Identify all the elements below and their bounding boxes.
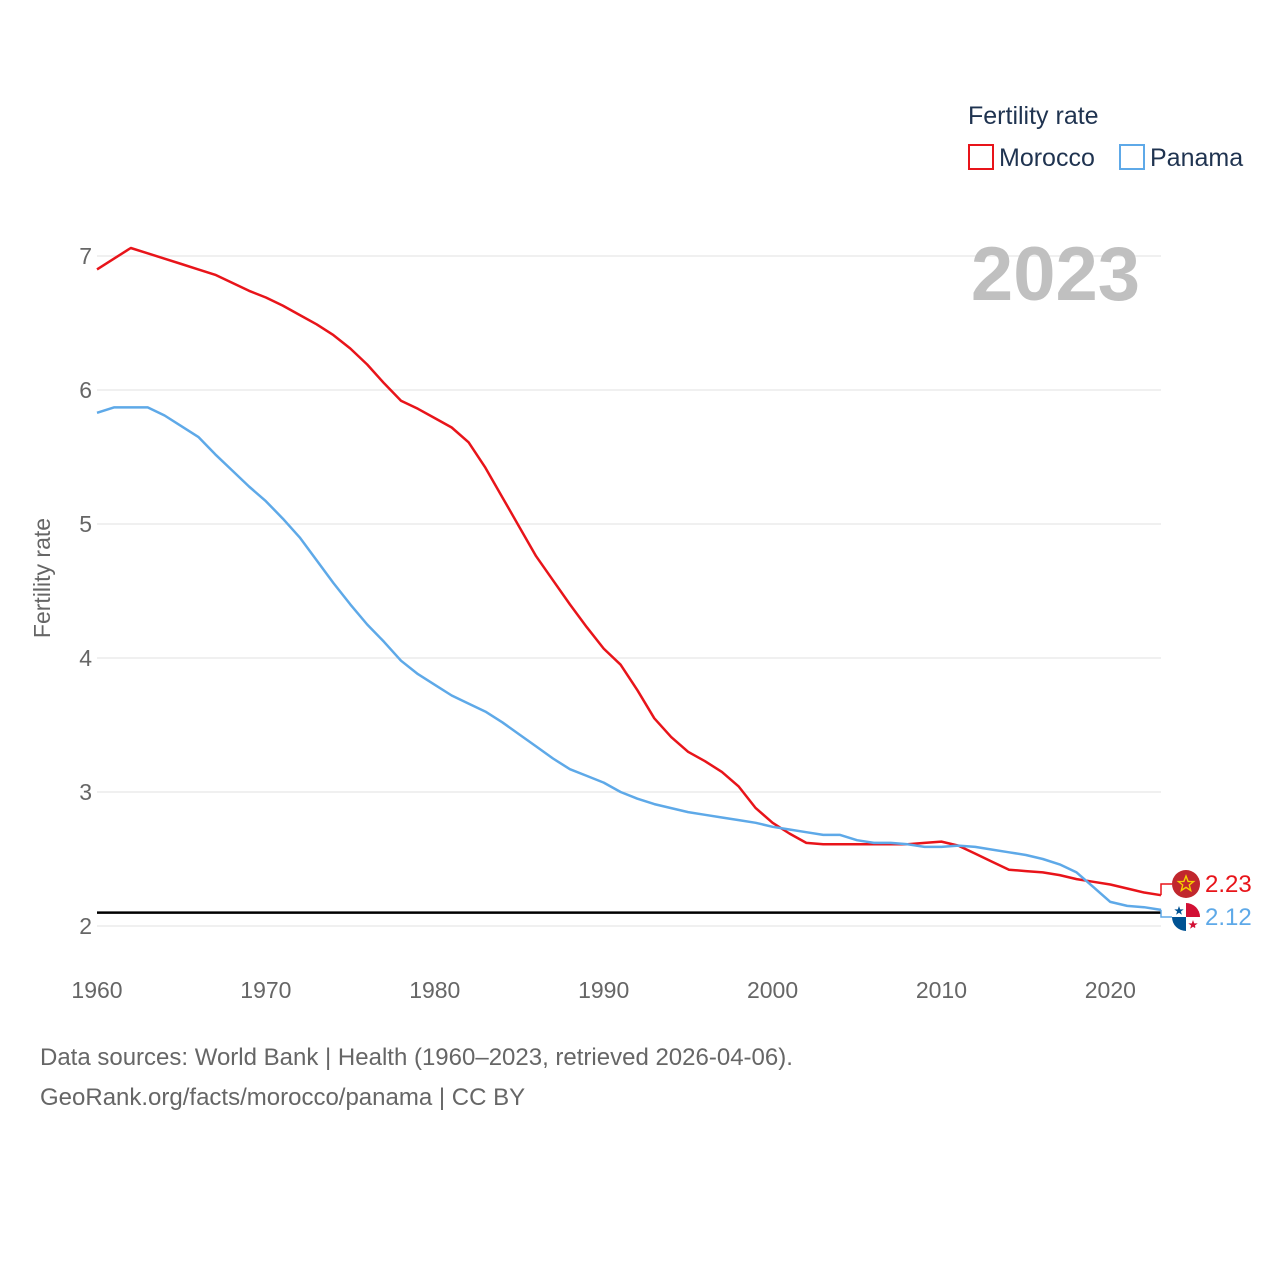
panama-flag-icon: [1172, 903, 1200, 931]
legend-swatch-morocco[interactable]: [968, 144, 994, 170]
fertility-chart: 2 3 4 5 6 7 1960 1970 1980 1990 2000 2010 2020 Fert…: [29, 102, 1252, 1003]
y-tick-6: 6: [79, 377, 92, 403]
x-tick-1980: 1980: [409, 977, 460, 1003]
end-label-morocco: 2.23: [1205, 871, 1252, 898]
series-line-morocco[interactable]: [96, 246, 1162, 897]
x-axis-ticks: 1960 1970 1980 1990 2000 2010 2020: [71, 977, 1136, 1003]
grid-lines: [97, 255, 1161, 927]
y-axis-title: Fertility rate: [29, 518, 55, 638]
y-tick-4: 4: [79, 645, 92, 671]
legend: Fertility rate Morocco Panama: [968, 102, 1243, 172]
footer-attribution[interactable]: GeoRank.org/facts/morocco/panama | CC BY: [40, 1084, 526, 1111]
legend-title: Fertility rate: [968, 102, 1099, 130]
end-markers: 2.23 2.12: [1160, 870, 1252, 931]
series-lines: [96, 246, 1162, 912]
legend-label-panama[interactable]: Panama: [1150, 144, 1243, 172]
y-tick-7: 7: [79, 243, 92, 269]
year-label: 2023: [971, 232, 1140, 317]
series-line-panama[interactable]: [96, 406, 1162, 912]
footer-sources: Data sources: World Bank | Health (1960–…: [40, 1044, 793, 1071]
x-tick-1960: 1960: [71, 977, 122, 1003]
y-tick-2: 2: [79, 913, 92, 939]
end-label-panama: 2.12: [1205, 904, 1252, 931]
y-axis-ticks: 2 3 4 5 6 7: [79, 243, 92, 939]
legend-swatch-panama[interactable]: [1119, 144, 1145, 170]
y-tick-5: 5: [79, 511, 92, 537]
x-tick-2020: 2020: [1085, 977, 1136, 1003]
morocco-flag-icon: [1172, 870, 1200, 898]
x-tick-1990: 1990: [578, 977, 629, 1003]
y-tick-3: 3: [79, 779, 92, 805]
leader-line-morocco: [1160, 883, 1172, 896]
legend-label-morocco[interactable]: Morocco: [999, 144, 1095, 172]
x-tick-1970: 1970: [240, 977, 291, 1003]
x-tick-2000: 2000: [747, 977, 798, 1003]
leader-line-panama: [1160, 909, 1172, 918]
x-tick-2010: 2010: [916, 977, 967, 1003]
